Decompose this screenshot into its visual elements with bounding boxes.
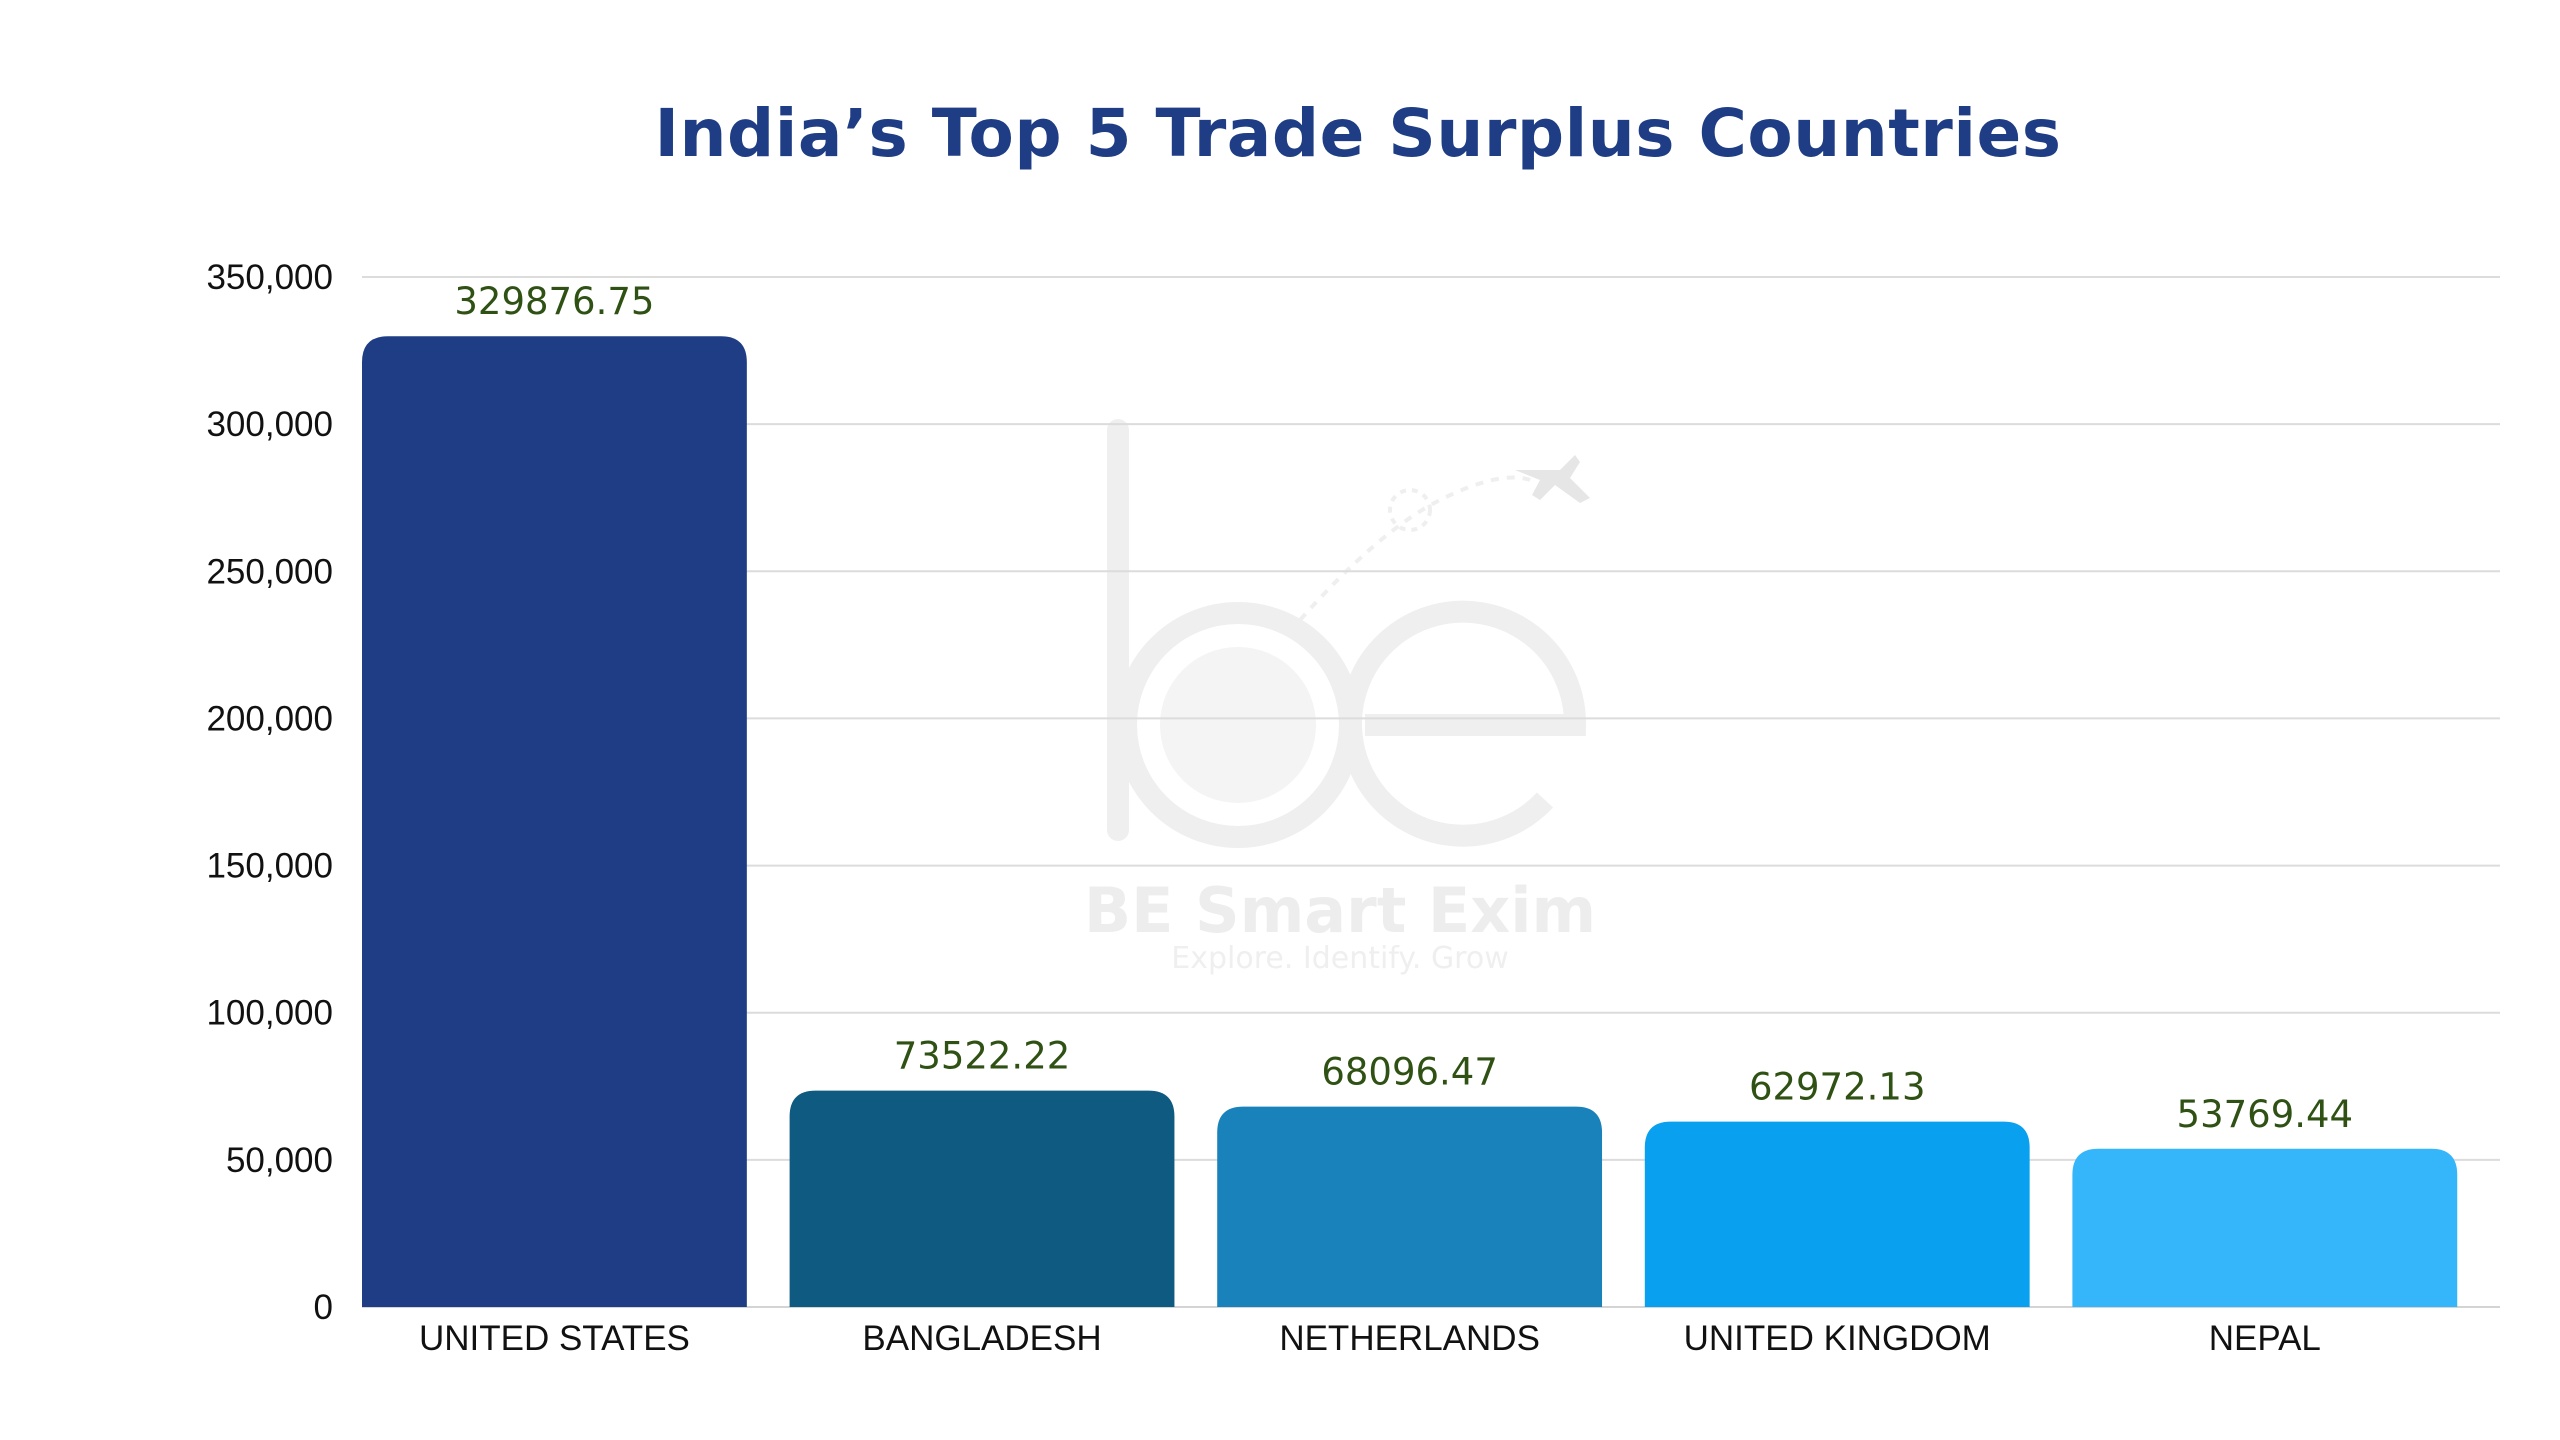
- chart-title: India’s Top 5 Trade Surplus Countries: [654, 95, 2062, 172]
- x-category-label: UNITED STATES: [419, 1319, 690, 1358]
- data-label: 329876.75: [454, 280, 654, 323]
- watermark-logo: BE Smart Exim Explore. Identify. Grow: [1084, 419, 1596, 976]
- watermark-brand: BE Smart Exim: [1084, 874, 1596, 947]
- bar-united-kingdom: [1644, 1121, 2030, 1307]
- bar-nepal: [2072, 1148, 2458, 1307]
- data-label: 62972.13: [1749, 1066, 1926, 1109]
- data-label: 53769.44: [2177, 1093, 2354, 1136]
- y-tick-label: 250,000: [206, 552, 333, 591]
- x-axis: UNITED STATES BANGLADESH NETHERLANDS UNITED…: [419, 1319, 2321, 1358]
- x-category-label: BANGLADESH: [862, 1319, 1101, 1358]
- bar-bangladesh: [789, 1090, 1175, 1307]
- y-axis: 0 50,000 100,000 150,000 200,000 250,000 300,0…: [206, 258, 333, 1327]
- data-label: 68096.47: [1321, 1051, 1498, 1094]
- y-tick-label: 350,000: [206, 258, 333, 297]
- y-tick-label: 200,000: [206, 699, 333, 738]
- watermark-tagline: Explore. Identify. Grow: [1171, 941, 1509, 976]
- data-label: 73522.22: [894, 1035, 1071, 1078]
- y-tick-label: 50,000: [226, 1141, 333, 1180]
- bars: [362, 336, 2458, 1307]
- y-tick-label: 100,000: [206, 994, 333, 1033]
- bar-netherlands: [1217, 1106, 1603, 1307]
- y-tick-label: 150,000: [206, 847, 333, 886]
- y-tick-label: 300,000: [206, 405, 333, 444]
- x-category-label: NETHERLANDS: [1279, 1319, 1540, 1358]
- x-category-label: NEPAL: [2209, 1319, 2321, 1358]
- x-category-label: UNITED KINGDOM: [1684, 1319, 1991, 1358]
- y-tick-label: 0: [314, 1288, 333, 1327]
- bar-united-states: [362, 336, 747, 1307]
- data-labels: 329876.75 73522.22 68096.47 62972.13 53769.4…: [454, 280, 2353, 1136]
